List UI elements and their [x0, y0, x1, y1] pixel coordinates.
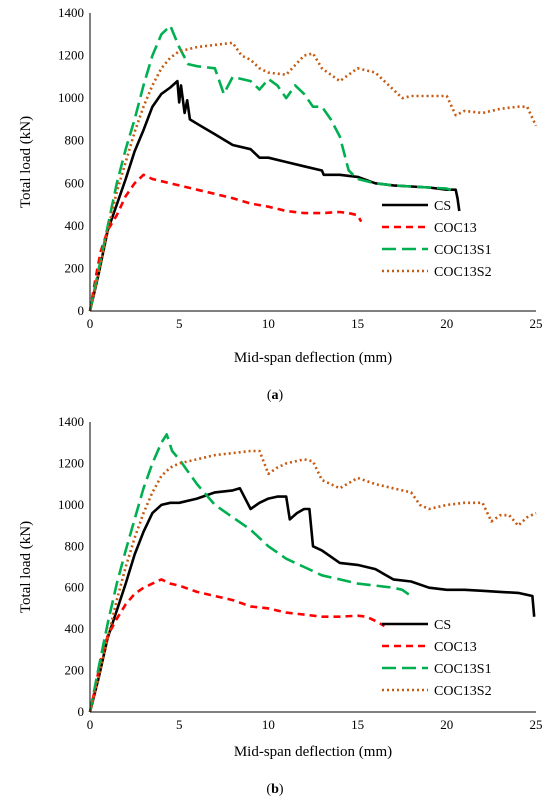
- panel-caption-letter: b: [271, 782, 279, 797]
- y-tick-label: 200: [65, 260, 85, 275]
- y-tick-label: 1400: [58, 5, 84, 20]
- series-line-coc13s1: [88, 24, 457, 312]
- legend-label-coc13s2: COC13S2: [434, 684, 492, 699]
- panel-caption-letter: a: [272, 388, 279, 403]
- x-tick-label: 15: [351, 316, 364, 331]
- series-line-coc13: [88, 173, 363, 312]
- y-tick-label: 1200: [58, 48, 84, 63]
- y-tick-label: 600: [65, 175, 85, 190]
- y-tick-labels: 0 200 400 600 800 1000 1200 1400: [58, 5, 84, 318]
- y-tick-label: 1000: [58, 90, 84, 105]
- series-line-cs: [88, 487, 536, 713]
- x-tick-label: 0: [87, 717, 94, 732]
- panel-caption: (a): [267, 388, 284, 403]
- y-tick-label: 0: [78, 303, 85, 318]
- x-tick-label: 20: [440, 717, 453, 732]
- x-tick-labels: 0 5 10 15 20 25: [87, 717, 543, 732]
- chart-panel-b: 0 200 400 600 800 1000 1200 1400 0 5 10 15 20 25 Tot…: [18, 414, 543, 797]
- chart-panel-a: 0 200 400 600 800 1000 1200 1400 0 5 10 15 20 25 Tot…: [18, 5, 543, 403]
- y-tick-label: 1200: [58, 455, 84, 470]
- legend-label-coc13s2: COC13S2: [434, 265, 492, 280]
- y-tick-label: 0: [78, 704, 85, 719]
- legend-label-coc13s1: COC13S1: [434, 243, 492, 258]
- legend: CS COC13 COC13S1 COC13S2: [382, 199, 492, 280]
- y-tick-label: 1000: [58, 497, 84, 512]
- legend-label-coc13: COC13: [434, 221, 477, 236]
- y-tick-label: 200: [65, 663, 85, 678]
- x-tick-label: 25: [530, 316, 543, 331]
- y-tick-label: 800: [65, 538, 85, 553]
- x-tick-label: 15: [351, 717, 364, 732]
- x-tick-label: 10: [262, 717, 275, 732]
- series-line-coc13s2: [88, 449, 537, 713]
- panel-caption: (b): [266, 782, 283, 797]
- x-axis-label: Mid-span deflection (mm): [234, 350, 392, 366]
- y-tick-label: 400: [65, 218, 85, 233]
- series-layer: [88, 24, 538, 312]
- y-axis-label: Total load (kN): [18, 521, 34, 613]
- series-line-cs: [88, 79, 461, 312]
- x-tick-label: 10: [262, 316, 275, 331]
- x-axis-label: Mid-span deflection (mm): [234, 744, 392, 760]
- series-line-coc13: [88, 578, 386, 713]
- series-line-coc13s2: [88, 41, 538, 312]
- y-tick-label: 800: [65, 133, 85, 148]
- x-tick-label: 0: [87, 316, 94, 331]
- x-tick-label: 5: [176, 717, 183, 732]
- y-tick-label: 400: [65, 621, 85, 636]
- x-tick-label: 25: [530, 717, 543, 732]
- legend-label-cs: CS: [434, 618, 451, 633]
- y-tick-labels: 0 200 400 600 800 1000 1200 1400: [58, 414, 84, 719]
- series-layer: [88, 433, 537, 713]
- x-tick-label: 5: [176, 316, 183, 331]
- y-axis-label: Total load (kN): [18, 116, 34, 208]
- legend: CS COC13 COC13S1 COC13S2: [382, 618, 492, 699]
- legend-label-coc13s1: COC13S1: [434, 662, 492, 677]
- x-tick-label: 20: [440, 316, 453, 331]
- y-tick-label: 1400: [58, 414, 84, 429]
- series-line-coc13s1: [88, 433, 412, 713]
- legend-label-coc13: COC13: [434, 640, 477, 655]
- y-tick-label: 600: [65, 580, 85, 595]
- legend-label-cs: CS: [434, 199, 451, 214]
- x-tick-labels: 0 5 10 15 20 25: [87, 316, 543, 331]
